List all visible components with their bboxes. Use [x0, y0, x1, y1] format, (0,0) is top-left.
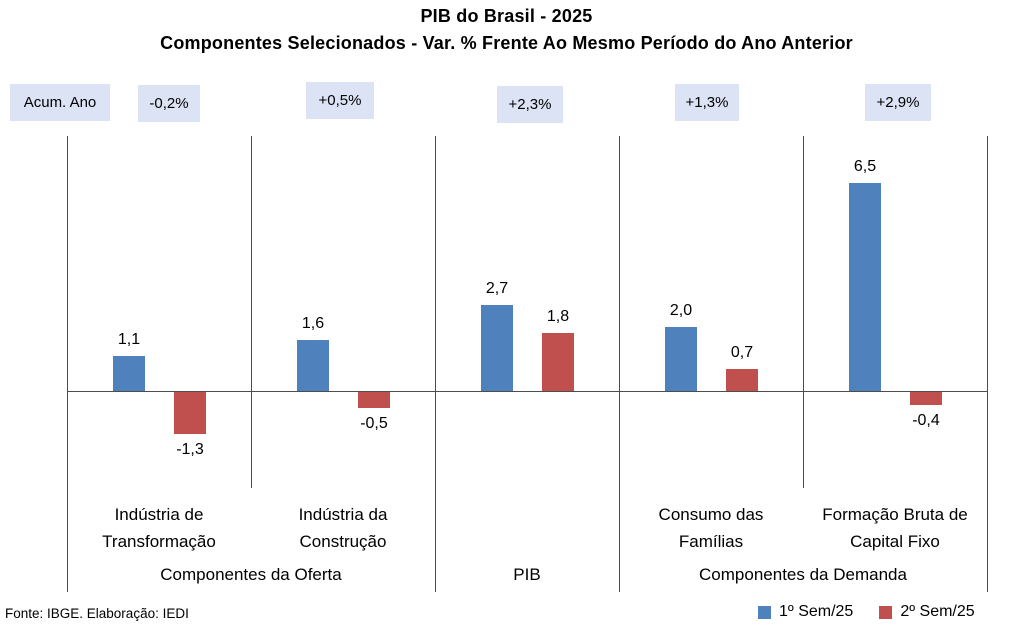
- legend-label-sem2: 2º Sem/25: [900, 603, 975, 620]
- bar-sem2: [174, 392, 206, 434]
- acum-ano-badge: +0,5%: [306, 82, 374, 119]
- legend-label-sem1: 1º Sem/25: [779, 603, 854, 620]
- acum-ano-label-box: Acum. Ano: [10, 84, 110, 121]
- group-separator-line: [435, 136, 436, 592]
- category-separator-line: [803, 136, 804, 488]
- category-label: Consumo das Famílias: [616, 501, 806, 555]
- bar-sem2: [910, 392, 942, 405]
- bar-sem1: [113, 356, 145, 391]
- group-separator-line: [987, 136, 988, 592]
- legend: 1º Sem/25 2º Sem/25: [758, 602, 975, 622]
- bar-value-label: 1,1: [117, 331, 141, 348]
- bar-value-label: 2,0: [669, 302, 693, 319]
- group-separator-line: [67, 136, 68, 592]
- bar-sem1: [665, 327, 697, 391]
- acum-ano-badge: -0,2%: [138, 85, 200, 122]
- zero-axis-line: [67, 391, 987, 392]
- bar-value-label: 6,5: [853, 158, 877, 175]
- chart-subtitle: Componentes Selecionados - Var. % Frente…: [160, 33, 853, 53]
- bar-value-label: -0,5: [360, 415, 388, 432]
- legend-swatch-sem2-icon: [879, 605, 893, 619]
- category-label: Formação Bruta de Capital Fixo: [800, 501, 990, 555]
- category-label-line: Formação Bruta de: [822, 505, 968, 524]
- bar-value-label: 1,8: [546, 308, 570, 325]
- category-label-line: Consumo das: [658, 505, 764, 524]
- group-label: PIB: [513, 565, 541, 584]
- chart-title: PIB do Brasil - 2025: [420, 6, 593, 26]
- bar-value-label: 2,7: [485, 280, 509, 297]
- category-label-line: Construção: [299, 532, 387, 551]
- category-label: Indústria da Construção: [248, 501, 438, 555]
- category-label-line: Indústria da: [298, 505, 388, 524]
- bar-value-label: 0,7: [730, 344, 754, 361]
- category-label: Indústria de Transformação: [64, 501, 254, 555]
- group-label: Componentes da Oferta: [160, 565, 342, 584]
- acum-ano-label: Acum. Ano: [23, 94, 97, 111]
- bar-sem1: [297, 340, 329, 391]
- bar-sem2: [542, 333, 574, 391]
- bar-sem2: [358, 392, 390, 408]
- category-label-line: Indústria de: [114, 505, 204, 524]
- bar-sem1: [849, 183, 881, 391]
- group-label: Componentes da Demanda: [699, 565, 907, 584]
- legend-swatch-sem1-icon: [758, 605, 771, 619]
- group-separator-line: [619, 136, 620, 592]
- acum-ano-badge: +2,3%: [497, 86, 563, 123]
- category-label-line: Famílias: [678, 532, 744, 551]
- acum-ano-badge: +2,9%: [865, 84, 931, 121]
- category-label-line: Capital Fixo: [850, 532, 940, 551]
- category-label-line: Transformação: [102, 532, 216, 551]
- bar-value-label: 1,6: [301, 315, 325, 332]
- bar-sem1: [481, 305, 513, 391]
- bar-value-label: -1,3: [176, 441, 204, 458]
- category-separator-line: [251, 136, 252, 488]
- acum-ano-badge: +1,3%: [675, 84, 739, 121]
- bar-sem2: [726, 369, 758, 391]
- bar-value-label: -0,4: [912, 412, 940, 429]
- source-note: Fonte: IBGE. Elaboração: IEDI: [5, 606, 189, 621]
